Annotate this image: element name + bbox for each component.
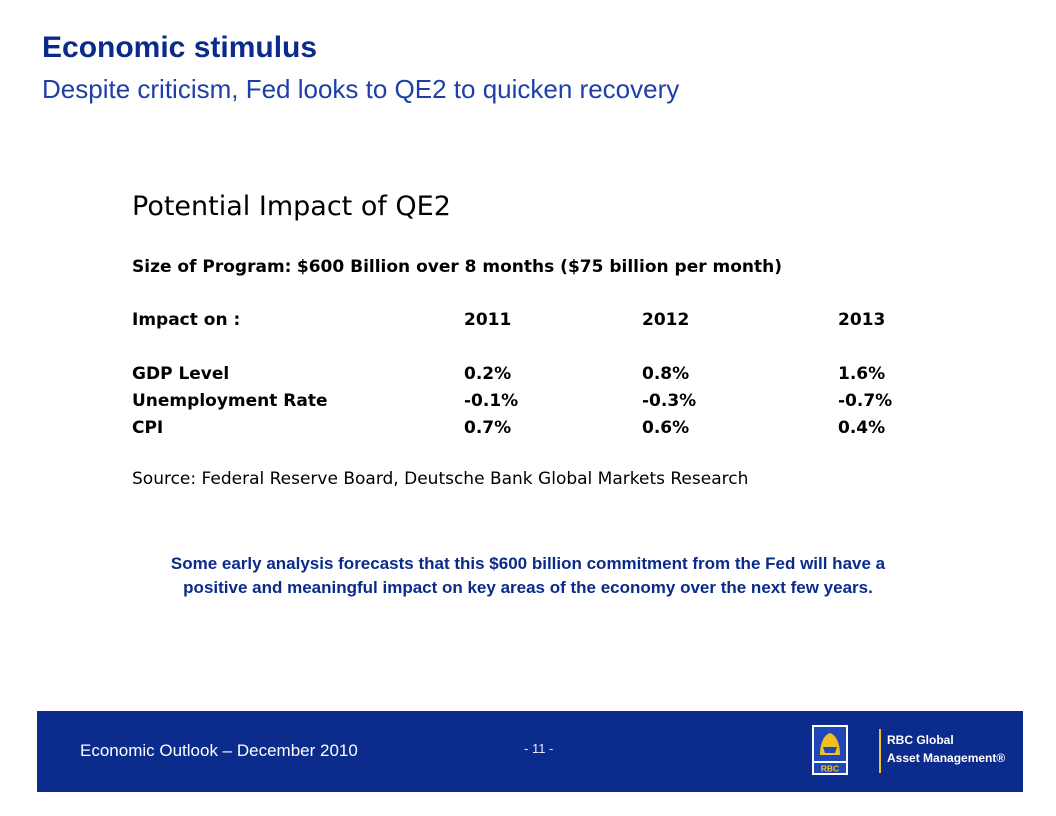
- exhibit-title: Potential Impact of QE2: [132, 191, 451, 222]
- logo-text: RBC: [821, 764, 839, 774]
- cell-2012: 0.8%: [642, 364, 690, 384]
- cell-2013: 1.6%: [838, 364, 886, 384]
- cell-2012: 0.6%: [642, 418, 690, 438]
- page-number: - 11 -: [524, 741, 554, 756]
- rbc-lion-logo-icon: RBC: [812, 725, 848, 775]
- cell-2011: 0.2%: [464, 364, 512, 384]
- footer-title: Economic Outlook – December 2010: [80, 741, 358, 760]
- program-label: Size of Program:: [132, 257, 292, 277]
- brand-name: RBC Global Asset Management®: [887, 731, 1005, 767]
- cell-2011: 0.7%: [464, 418, 512, 438]
- year-2013-header: 2013: [838, 310, 886, 330]
- cell-2011: -0.1%: [464, 391, 519, 411]
- page-title: Economic stimulus: [42, 31, 318, 64]
- year-2012-header: 2012: [642, 310, 690, 330]
- footer-band: Economic Outlook – December 2010 - 11 - …: [37, 711, 1023, 792]
- summary-note: Some early analysis forecasts that this …: [40, 552, 1016, 600]
- summary-line-2: positive and meaningful impact on key ar…: [183, 578, 873, 597]
- row-label: CPI: [132, 418, 164, 438]
- cell-2013: -0.7%: [838, 391, 893, 411]
- row-label: GDP Level: [132, 364, 230, 384]
- impact-on-label: Impact on :: [132, 310, 241, 330]
- qe2-impact-exhibit: Potential Impact of QE2 Size of Program:…: [130, 190, 910, 500]
- row-label: Unemployment Rate: [132, 391, 328, 411]
- source-note: Source: Federal Reserve Board, Deutsche …: [132, 469, 749, 489]
- program-value: $600 Billion over 8 months ($75 billion …: [296, 257, 783, 277]
- cell-2012: -0.3%: [642, 391, 697, 411]
- cell-2013: 0.4%: [838, 418, 886, 438]
- table-row: GDP Level 0.2% 0.8% 1.6%: [132, 362, 902, 386]
- brand-line-1: RBC Global: [887, 733, 954, 747]
- program-size: Size of Program: $600 Billion over 8 mon…: [132, 256, 782, 278]
- table-row: Unemployment Rate -0.1% -0.3% -0.7%: [132, 389, 902, 413]
- page-subtitle: Despite criticism, Fed looks to QE2 to q…: [42, 74, 680, 104]
- logo-divider: [879, 729, 881, 773]
- brand-line-2: Asset Management®: [887, 751, 1006, 765]
- table-row: CPI 0.7% 0.6% 0.4%: [132, 416, 902, 440]
- table-header-row: Impact on : 2011 2012 2013: [132, 308, 902, 332]
- year-2011-header: 2011: [464, 310, 512, 330]
- summary-line-1: Some early analysis forecasts that this …: [170, 554, 886, 573]
